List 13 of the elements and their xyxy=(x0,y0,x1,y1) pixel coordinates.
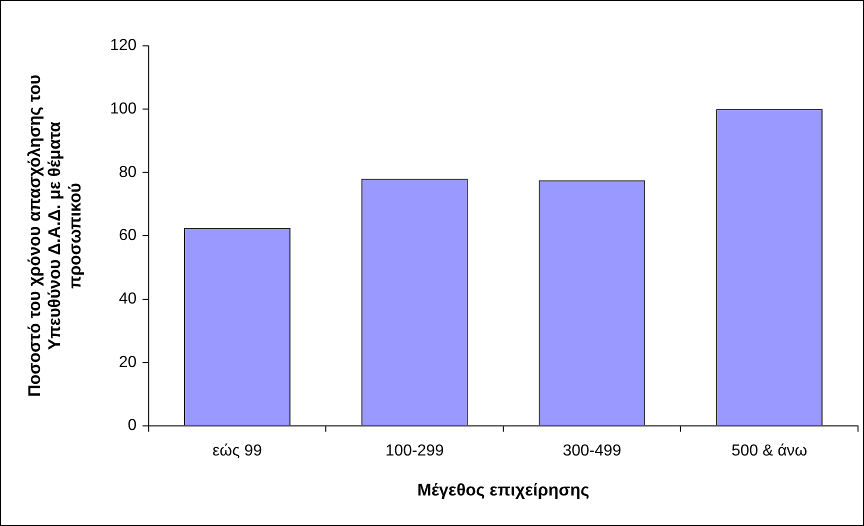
x-tick-label: εώς 99 xyxy=(212,442,262,460)
y-tick-label: 100 xyxy=(110,100,137,118)
y-axis-title: Ποσοστό του χρόνου απασχόλησης του Υπευθύνου Δ.Α.Δ. με θέματα προσωπικού xyxy=(24,74,85,397)
x-tick-label: 300-499 xyxy=(562,442,622,460)
y-tick-label: 40 xyxy=(118,290,137,308)
y-tick-label: 60 xyxy=(118,227,137,244)
y-tick-label: 80 xyxy=(118,164,137,181)
y-tick-label: 20 xyxy=(118,354,137,371)
y-tick-label: 120 xyxy=(110,37,137,54)
x-tick-label: 100-299 xyxy=(385,442,444,460)
y-tick-label: 0 xyxy=(128,417,137,434)
x-tick-label: 500 & άνω xyxy=(731,442,808,460)
x-axis-title: Μέγεθος επιχείρησης xyxy=(417,480,590,500)
